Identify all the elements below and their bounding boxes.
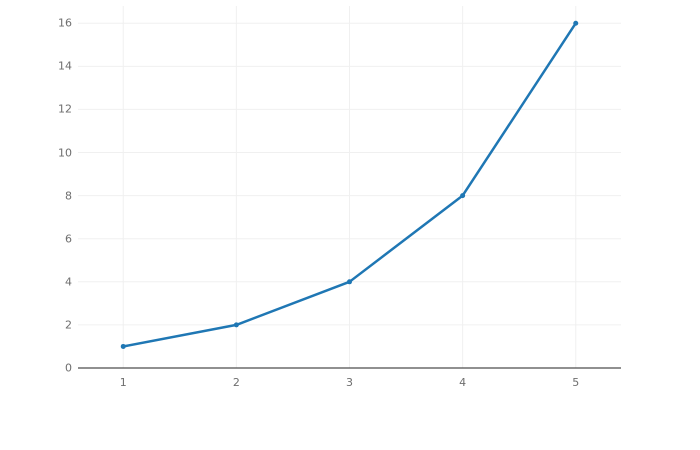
x-tick-label-5: 5	[572, 376, 580, 389]
data-point-marker	[120, 343, 126, 349]
y-tick-label-8: 8	[65, 189, 72, 203]
x-tick-label-4: 4	[459, 376, 467, 389]
x-tick-label-3: 3	[346, 376, 353, 389]
data-point-marker	[347, 279, 352, 285]
data-point-marker	[233, 322, 239, 328]
data-point-marker	[460, 193, 466, 199]
y-tick-label-14: 14	[58, 59, 72, 73]
y-tick-label-0: 0	[65, 361, 72, 375]
data-series-line	[120, 20, 579, 349]
y-tick-label-10: 10	[58, 146, 72, 160]
vertical-gridlines	[122, 6, 577, 368]
y-tick-label-16: 16	[58, 16, 72, 30]
y-tick-label-6: 6	[65, 232, 72, 246]
y-tick-label-12: 12	[58, 102, 72, 116]
y-tick-label-2: 2	[65, 318, 72, 332]
y-tick-label-4: 4	[65, 275, 72, 289]
series-markers	[120, 20, 579, 349]
data-point-marker	[573, 20, 579, 26]
x-tick-label-2: 2	[232, 376, 240, 389]
x-tick-label-1: 1	[119, 376, 127, 389]
